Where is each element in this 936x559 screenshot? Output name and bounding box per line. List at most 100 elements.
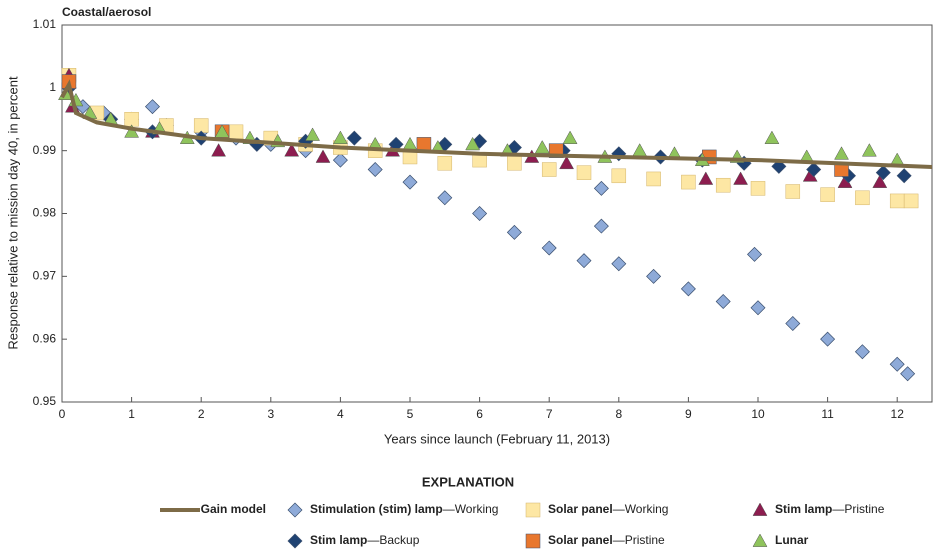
plot-frame <box>61 24 933 403</box>
legend-name: Stimulation (stim) lamp <box>310 502 443 516</box>
diamond-point <box>332 152 348 168</box>
diamond-point <box>576 253 592 269</box>
y-tick-label: 0.95 <box>33 394 57 408</box>
legend-qualifier: —Pristine <box>832 502 884 516</box>
diamond-point <box>541 240 557 256</box>
legend-name: Lunar <box>775 533 809 547</box>
y-tick-label: 0.97 <box>33 269 57 283</box>
x-tick-label: 5 <box>407 407 414 421</box>
x-tick-label: 4 <box>337 407 344 421</box>
square-point <box>750 181 766 196</box>
diamond-point <box>680 281 696 297</box>
triangle-point <box>402 136 418 151</box>
y-tick-label: 0.98 <box>33 206 57 220</box>
square-point <box>903 193 919 209</box>
legend-name: Stim lamp <box>310 533 367 547</box>
triangle-point <box>632 143 648 157</box>
diamond-point <box>646 268 662 284</box>
square-point <box>855 190 870 206</box>
diamond-point <box>715 293 731 309</box>
diamond-point <box>402 174 418 190</box>
square-point <box>507 155 522 171</box>
legend-qualifier: —Working <box>443 502 499 516</box>
legend-label: Solar panel—Working <box>548 502 668 516</box>
square-point <box>820 187 835 202</box>
diamond-point <box>889 356 905 372</box>
x-tick-label: 10 <box>751 407 765 421</box>
square-point <box>785 184 801 199</box>
diamond-point <box>593 218 609 234</box>
triangle-point <box>284 143 300 157</box>
diamond-point <box>785 315 801 331</box>
x-tick-label: 0 <box>59 407 66 421</box>
square-point <box>541 162 557 177</box>
triangle-point <box>834 146 849 160</box>
y-tick-label: 1 <box>49 80 56 94</box>
chart-title: Coastal/aerosol <box>62 5 151 19</box>
square-point <box>611 168 627 184</box>
diamond-point <box>472 206 488 221</box>
triangle-point <box>211 143 227 157</box>
diamond-point <box>346 130 362 146</box>
diamond-point <box>437 190 453 206</box>
diamond-point <box>472 133 488 149</box>
triangle-point <box>315 149 331 163</box>
square-point <box>228 124 244 140</box>
legend-symbol <box>287 533 303 549</box>
diamond-point <box>506 224 522 240</box>
y-axis-label: Response relative to mission day 40, in … <box>5 76 20 350</box>
triangle-point <box>733 171 749 185</box>
y-tick-label: 0.96 <box>33 331 57 345</box>
legend-symbol <box>287 502 303 518</box>
triangle-point <box>872 174 888 188</box>
y-tick-label: 0.99 <box>33 143 57 157</box>
triangle-point <box>305 127 320 141</box>
x-axis-label: Years since launch (February 11, 2013) <box>384 431 610 446</box>
triangle-point <box>562 130 578 144</box>
triangle-point <box>764 130 780 144</box>
legend-symbol <box>525 502 541 518</box>
triangle-point <box>559 155 575 170</box>
x-tick-label: 7 <box>546 407 553 421</box>
x-tick-label: 6 <box>476 407 483 421</box>
diamond-point <box>896 168 912 184</box>
diamond-point <box>750 300 766 316</box>
legend-name: Solar panel <box>548 502 613 516</box>
legend-label: Gain model <box>201 502 266 516</box>
diamond-point <box>900 366 916 382</box>
diamond-point <box>611 256 627 272</box>
y-tick-label: 1.01 <box>33 17 57 31</box>
legend-label: Stimulation (stim) lamp—Working <box>310 502 498 516</box>
diamond-point <box>875 165 891 181</box>
diamond-point <box>593 180 609 196</box>
triangle-point <box>214 124 230 138</box>
triangle-point <box>698 171 714 185</box>
x-tick-label: 3 <box>267 407 274 421</box>
triangle-point <box>861 143 877 157</box>
legend-qualifier: —Pristine <box>613 533 665 547</box>
legend-symbol <box>752 533 768 547</box>
legend-name: Solar panel <box>548 533 613 547</box>
legend-label: Solar panel—Pristine <box>548 533 665 547</box>
legend-qualifier: —Working <box>613 502 669 516</box>
x-tick-label: 12 <box>891 407 905 421</box>
diamond-point <box>747 246 763 262</box>
legend-symbol <box>525 533 541 549</box>
square-point <box>889 193 905 209</box>
square-point <box>646 171 661 187</box>
square-point <box>437 155 453 171</box>
x-tick-label: 11 <box>821 407 834 421</box>
diamond-point <box>820 331 836 347</box>
x-tick-label: 1 <box>128 407 135 421</box>
x-tick-label: 2 <box>198 407 205 421</box>
legend-qualifier: —Backup <box>367 533 419 547</box>
x-tick-label: 9 <box>685 407 692 421</box>
diamond-point <box>854 344 870 360</box>
square-point <box>193 118 209 133</box>
legend-label: Stim lamp—Pristine <box>775 502 885 516</box>
triangle-point <box>465 136 481 151</box>
diamond-point <box>367 162 383 178</box>
square-point <box>124 112 139 127</box>
square-point <box>576 165 592 180</box>
